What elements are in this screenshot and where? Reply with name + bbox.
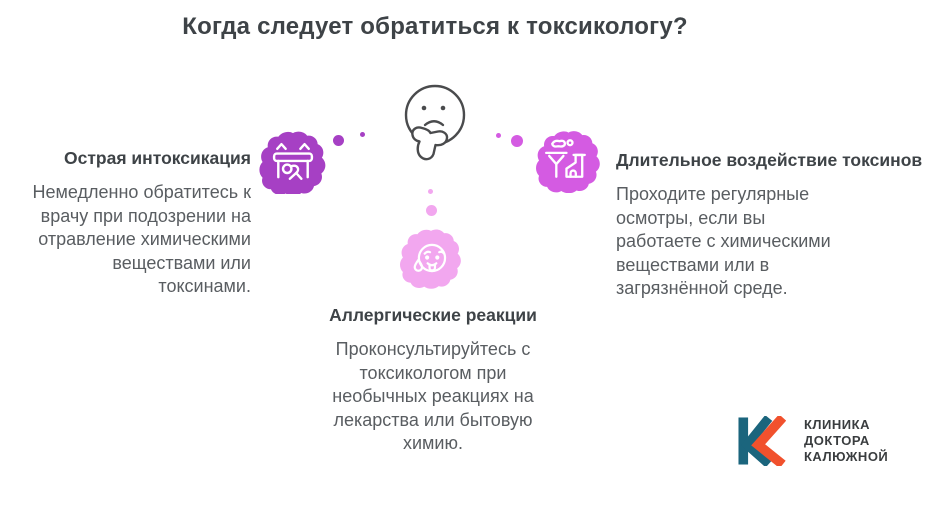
section-chronic-exposure: Длительное воздействие токсинов Проходит… xyxy=(616,149,950,301)
decor-dot xyxy=(496,133,501,138)
section-heading: Длительное воздействие токсинов xyxy=(616,150,923,170)
thinking-face-icon xyxy=(404,84,466,161)
clinic-logo-kk-icon xyxy=(738,416,786,466)
section-allergic-reactions: Аллергические реакции Проконсультируйтес… xyxy=(293,304,573,456)
clinic-logo-text: КЛИНИКА ДОКТОРА КАЛЮЖНОЙ xyxy=(804,417,888,465)
section-heading: Аллергические реакции xyxy=(329,305,537,325)
decor-dot xyxy=(333,135,344,146)
clinic-logo: КЛИНИКА ДОКТОРА КАЛЮЖНОЙ xyxy=(738,416,888,466)
section-acute-intoxication: Острая интоксикация Немедленно обратитес… xyxy=(8,147,251,299)
logo-line: КЛИНИКА xyxy=(804,417,870,432)
decor-dot xyxy=(360,132,365,137)
page-title: Когда следует обратиться к токсикологу? xyxy=(182,13,688,40)
section-body: Проконсультируйтесь с токсикологом при н… xyxy=(332,339,534,453)
decor-dot xyxy=(428,189,433,194)
logo-line: КАЛЮЖНОЙ xyxy=(804,449,889,464)
sick-face-icon xyxy=(400,229,461,289)
section-body: Проходите регулярные осмотры, если вы ра… xyxy=(616,184,831,298)
chemical-exposure-icon xyxy=(536,131,600,193)
logo-line: ДОКТОРА xyxy=(804,433,870,448)
decor-dot xyxy=(426,205,437,216)
section-heading: Острая интоксикация xyxy=(63,148,251,168)
poisoned-person-in-bed-icon xyxy=(259,131,326,194)
decor-dot xyxy=(511,135,523,147)
section-body: Немедленно обратитесь к врачу при подозр… xyxy=(32,182,251,296)
